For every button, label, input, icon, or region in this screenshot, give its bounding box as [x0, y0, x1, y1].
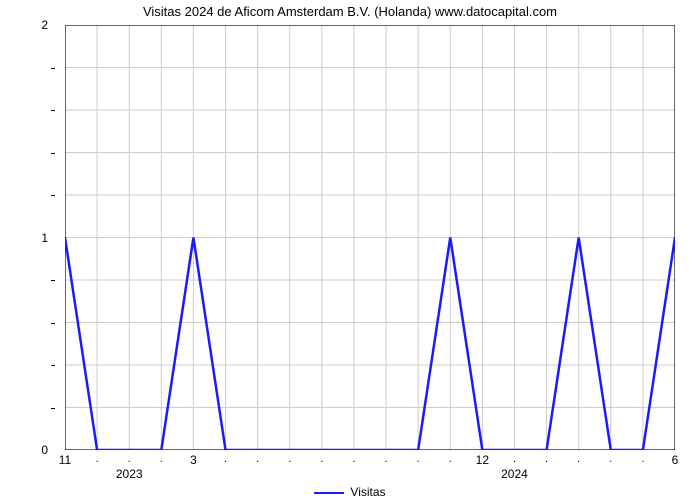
legend-swatch	[314, 492, 344, 494]
x-minor-tick: .	[320, 453, 323, 465]
x-tick-label: 11	[59, 453, 71, 467]
y-tick-label: 2	[41, 18, 48, 32]
x-minor-tick: .	[160, 453, 163, 465]
x-minor-tick: .	[385, 453, 388, 465]
x-secondary-label: 2023	[116, 467, 143, 481]
y-minor-tick	[51, 280, 55, 281]
chart-title: Visitas 2024 de Aficom Amsterdam B.V. (H…	[0, 4, 700, 19]
x-minor-tick: .	[609, 453, 612, 465]
y-minor-tick	[51, 323, 55, 324]
y-minor-tick	[51, 110, 55, 111]
x-minor-tick: .	[256, 453, 259, 465]
x-minor-tick: .	[641, 453, 644, 465]
x-minor-tick: .	[577, 453, 580, 465]
x-minor-tick: .	[128, 453, 131, 465]
y-minor-tick	[51, 68, 55, 69]
legend: Visitas	[0, 485, 700, 499]
plot-area	[65, 25, 675, 450]
plot-svg	[65, 25, 675, 450]
y-tick-label: 0	[41, 443, 48, 457]
x-minor-tick: .	[417, 453, 420, 465]
x-minor-tick: .	[545, 453, 548, 465]
x-tick-label: 6	[672, 453, 679, 467]
x-tick-label: 3	[190, 453, 197, 467]
y-minor-tick	[51, 153, 55, 154]
x-minor-tick: .	[224, 453, 227, 465]
x-minor-tick: .	[288, 453, 291, 465]
x-tick-label: 12	[476, 453, 489, 467]
x-minor-tick: .	[449, 453, 452, 465]
legend-label: Visitas	[350, 485, 385, 499]
y-tick-label: 1	[41, 231, 48, 245]
y-minor-tick	[51, 195, 55, 196]
y-axis: 012	[0, 25, 58, 450]
y-minor-tick	[51, 365, 55, 366]
chart-container: Visitas 2024 de Aficom Amsterdam B.V. (H…	[0, 0, 700, 500]
x-minor-tick: .	[96, 453, 99, 465]
x-minor-tick: .	[352, 453, 355, 465]
x-axis-secondary: 2023 2024	[65, 467, 675, 485]
x-secondary-label: 2024	[501, 467, 528, 481]
x-minor-tick: .	[513, 453, 516, 465]
y-minor-tick	[51, 408, 55, 409]
